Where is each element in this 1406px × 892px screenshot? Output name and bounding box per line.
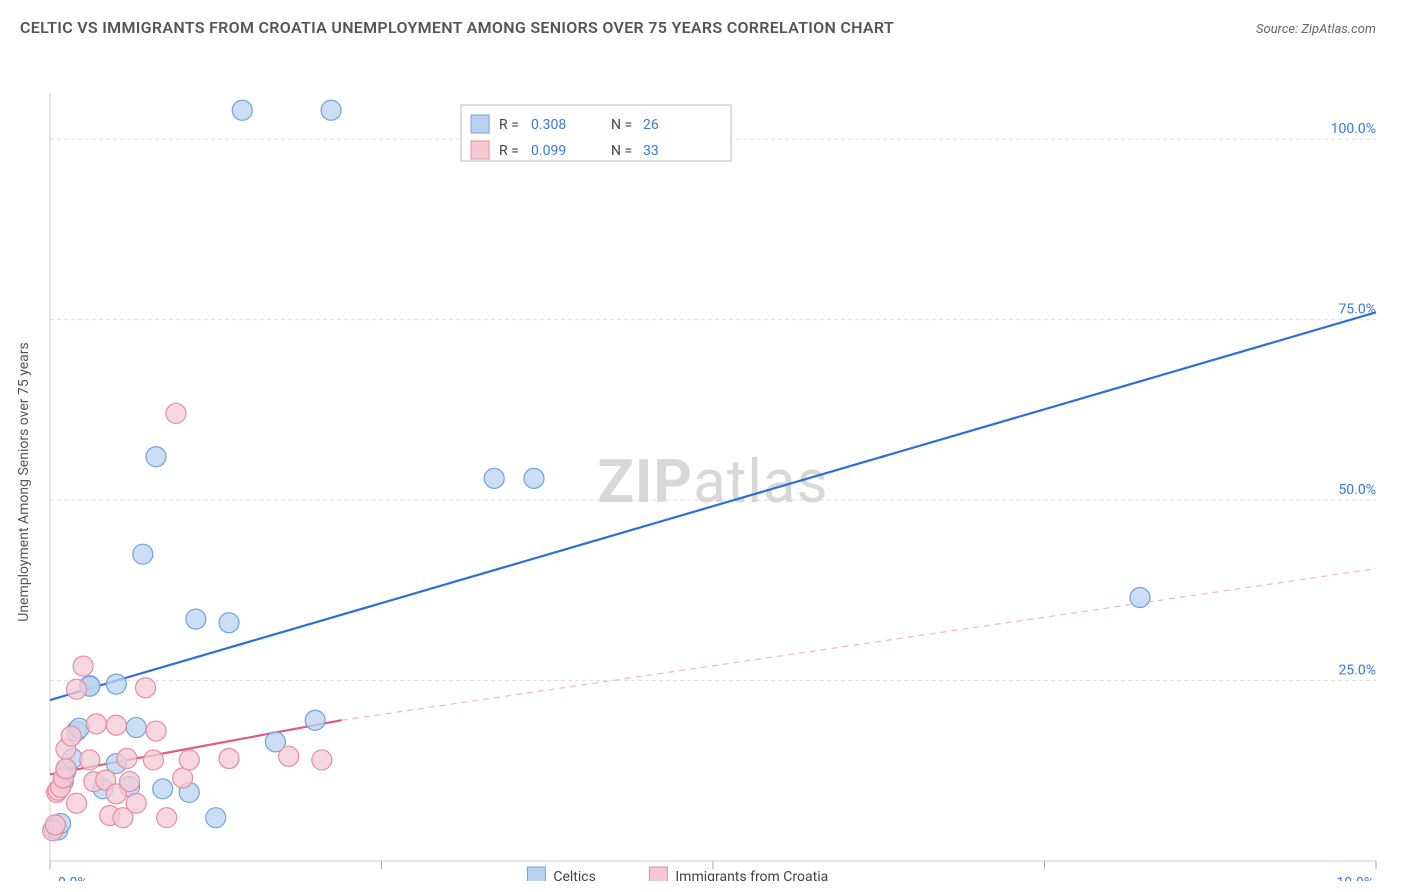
x-tick-label: 0.0% — [58, 875, 88, 881]
point-croatia — [86, 714, 106, 734]
point-celtics — [305, 710, 325, 730]
point-croatia — [80, 750, 100, 770]
point-croatia — [61, 726, 81, 746]
point-celtics — [186, 609, 206, 629]
point-croatia — [120, 772, 140, 792]
legend-r-label: R = — [499, 117, 519, 133]
stats-legend: R = 0.308 N = 26 R = 0.099 N = 33 — [461, 105, 731, 161]
point-celtics — [219, 613, 239, 633]
correlation-scatter-chart: 25.0% 50.0% 75.0% 100.0% 0.0% 10.0% Unemployme… — [0, 41, 1406, 881]
trend-ext-croatia — [342, 569, 1376, 721]
legend-n-label: N = — [611, 117, 632, 133]
trend-line-celtics — [50, 312, 1376, 700]
point-celtics — [206, 808, 226, 828]
header-row: CELTIC VS IMMIGRANTS FROM CROATIA UNEMPL… — [0, 0, 1406, 41]
point-croatia — [117, 748, 137, 768]
point-celtics — [524, 468, 544, 488]
point-celtics — [484, 468, 504, 488]
legend-n-value: 26 — [643, 117, 659, 133]
point-croatia — [56, 759, 76, 779]
point-celtics — [146, 447, 166, 467]
point-celtics — [1130, 588, 1150, 608]
point-croatia — [279, 746, 299, 766]
point-celtics — [321, 100, 341, 120]
point-celtics — [133, 544, 153, 564]
bottom-legend-label-celtics: Celtics — [553, 869, 595, 881]
point-croatia — [173, 768, 193, 788]
x-tick-label: 10.0% — [1336, 875, 1374, 881]
point-croatia — [179, 750, 199, 770]
point-croatia — [135, 678, 155, 698]
point-croatia — [143, 750, 163, 770]
point-croatia — [312, 750, 332, 770]
legend-r-label: R = — [499, 143, 519, 159]
point-croatia — [45, 815, 65, 835]
point-croatia — [157, 808, 177, 828]
legend-n-label: N = — [611, 143, 632, 159]
point-croatia — [106, 715, 126, 735]
y-tick-label: 50.0% — [1338, 482, 1376, 498]
point-croatia — [126, 793, 146, 813]
point-croatia — [67, 793, 87, 813]
y-tick-label: 75.0% — [1338, 302, 1376, 318]
legend-r-value: 0.099 — [531, 143, 566, 159]
point-celtics — [126, 717, 146, 737]
legend-n-value: 33 — [643, 143, 659, 159]
point-croatia — [67, 679, 87, 699]
legend-swatch-celtics — [471, 115, 489, 133]
bottom-legend-label-croatia: Immigrants from Croatia — [675, 869, 828, 881]
point-croatia — [146, 721, 166, 741]
chart-area: 25.0% 50.0% 75.0% 100.0% 0.0% 10.0% Unemployme… — [0, 41, 1406, 881]
chart-title: CELTIC VS IMMIGRANTS FROM CROATIA UNEMPL… — [20, 18, 894, 37]
legend-swatch-croatia — [471, 141, 489, 159]
point-celtics — [153, 779, 173, 799]
source-label: Source: ZipAtlas.com — [1256, 22, 1376, 37]
point-celtics — [232, 100, 252, 120]
point-celtics — [106, 674, 126, 694]
bottom-legend-swatch-croatia — [649, 867, 667, 881]
bottom-legend-swatch-celtics — [527, 867, 545, 881]
point-croatia — [73, 656, 93, 676]
point-croatia — [219, 748, 239, 768]
y-axis-title: Unemployment Among Seniors over 75 years — [16, 342, 32, 622]
point-croatia — [166, 403, 186, 423]
legend-r-value: 0.308 — [531, 117, 566, 133]
y-tick-label: 25.0% — [1338, 663, 1376, 679]
y-tick-label: 100.0% — [1331, 121, 1376, 137]
